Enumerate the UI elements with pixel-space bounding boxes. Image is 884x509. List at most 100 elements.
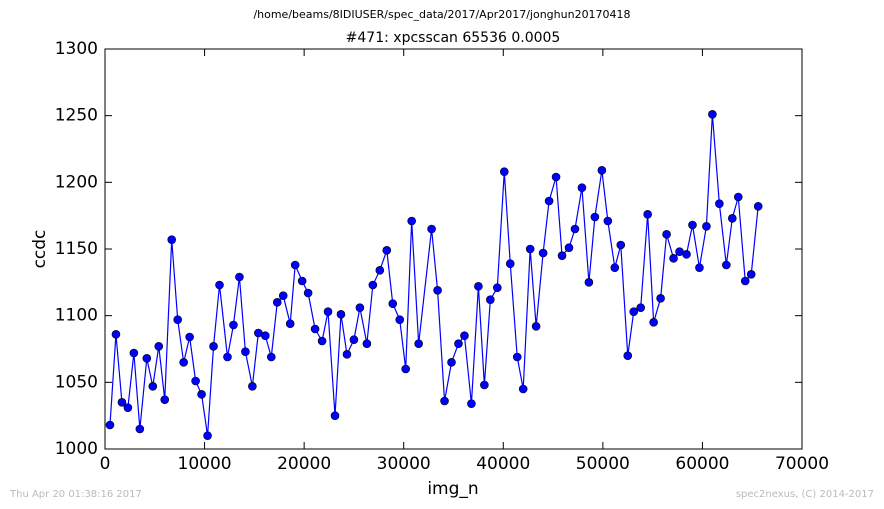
data-point [179, 358, 188, 367]
data-point [518, 384, 528, 394]
x-tick-label: 10000 [178, 454, 232, 474]
data-point [215, 280, 224, 290]
data-point [702, 222, 711, 231]
data-point [414, 339, 423, 348]
data-point [597, 166, 607, 175]
data-point [486, 295, 495, 304]
data-point [355, 303, 365, 312]
data-point [740, 276, 750, 286]
suptitle: /home/beams/8IDIUSER/spec_data/2017/Apr2… [253, 8, 630, 21]
data-point [643, 210, 652, 219]
data-point [682, 250, 691, 259]
data-point [505, 259, 515, 268]
data-point [551, 172, 561, 182]
x-tick-label: 40000 [476, 454, 530, 474]
y-tick-label: 1050 [55, 372, 98, 392]
data-point [616, 240, 626, 250]
y-axis-label: ccdc [30, 230, 50, 269]
data-point [191, 376, 200, 386]
data-point [407, 216, 416, 226]
data-point [427, 224, 436, 234]
data-point [278, 291, 288, 300]
data-point [570, 224, 580, 234]
data-point [123, 403, 133, 412]
data-point [336, 310, 346, 319]
data-point [203, 431, 212, 440]
x-tick-label: 0 [100, 454, 111, 474]
data-point [447, 358, 456, 367]
data-point [499, 167, 509, 176]
data-point [493, 283, 502, 292]
data-point [474, 282, 483, 291]
y-tick-label: 1150 [55, 239, 98, 259]
chart-title: #471: xpcsscan 65536 0.0005 [346, 30, 561, 46]
data-point [525, 244, 535, 254]
data-point [105, 420, 115, 430]
data-point [266, 352, 276, 362]
data-point [209, 342, 218, 351]
x-tick-label: 70000 [775, 454, 829, 474]
data-point [629, 307, 639, 316]
data-point [544, 196, 554, 206]
data-point [480, 380, 489, 390]
data-point [584, 278, 594, 287]
y-tick-label: 1000 [55, 439, 98, 459]
data-point [722, 260, 731, 270]
data-point [695, 263, 704, 272]
data-point [297, 276, 307, 286]
data-point [303, 288, 313, 298]
plot-frame [104, 48, 803, 450]
data-point [241, 347, 250, 356]
data-point [460, 331, 469, 340]
data-point [531, 322, 541, 331]
data-point [662, 230, 671, 239]
data-point [512, 352, 522, 362]
data-point [290, 260, 300, 270]
data-point [167, 235, 177, 244]
data-point [310, 324, 320, 334]
data-point [603, 216, 613, 226]
data-point [382, 246, 392, 255]
data-point [142, 354, 152, 363]
data-point [753, 202, 763, 211]
data-point [342, 350, 352, 359]
data-point [272, 298, 282, 307]
data-point [185, 332, 194, 342]
x-tick-label: 20000 [277, 454, 331, 474]
data-point [688, 220, 697, 230]
data-point [362, 339, 372, 348]
data-point [636, 303, 645, 312]
data-point [564, 243, 574, 252]
y-tick-label: 1300 [55, 39, 98, 59]
data-point [129, 348, 139, 358]
data-point [197, 390, 206, 399]
data-point [649, 318, 658, 327]
data-point [401, 364, 411, 374]
data-point [235, 272, 244, 282]
data-point [395, 315, 405, 324]
data-point [223, 352, 232, 362]
data-point [229, 320, 238, 330]
y-tick-label: 1250 [55, 106, 98, 126]
data-point [669, 254, 678, 263]
data-point [388, 299, 398, 308]
data-point [323, 307, 333, 316]
data-point [656, 294, 665, 303]
data-point [368, 280, 378, 290]
data-point [375, 266, 385, 275]
data-point [160, 395, 170, 404]
data-point [154, 342, 164, 351]
y-tick-label: 1100 [55, 306, 98, 326]
footer-left: Thu Apr 20 01:38:16 2017 [9, 489, 142, 500]
data-point [117, 398, 127, 407]
data-point [538, 248, 548, 258]
data-point [708, 110, 717, 119]
data-point [111, 330, 121, 339]
data-point [433, 286, 442, 295]
data-point [440, 396, 449, 406]
data-point [330, 411, 340, 420]
data-point [623, 351, 633, 360]
data-point [317, 336, 327, 346]
data-point [173, 315, 182, 324]
